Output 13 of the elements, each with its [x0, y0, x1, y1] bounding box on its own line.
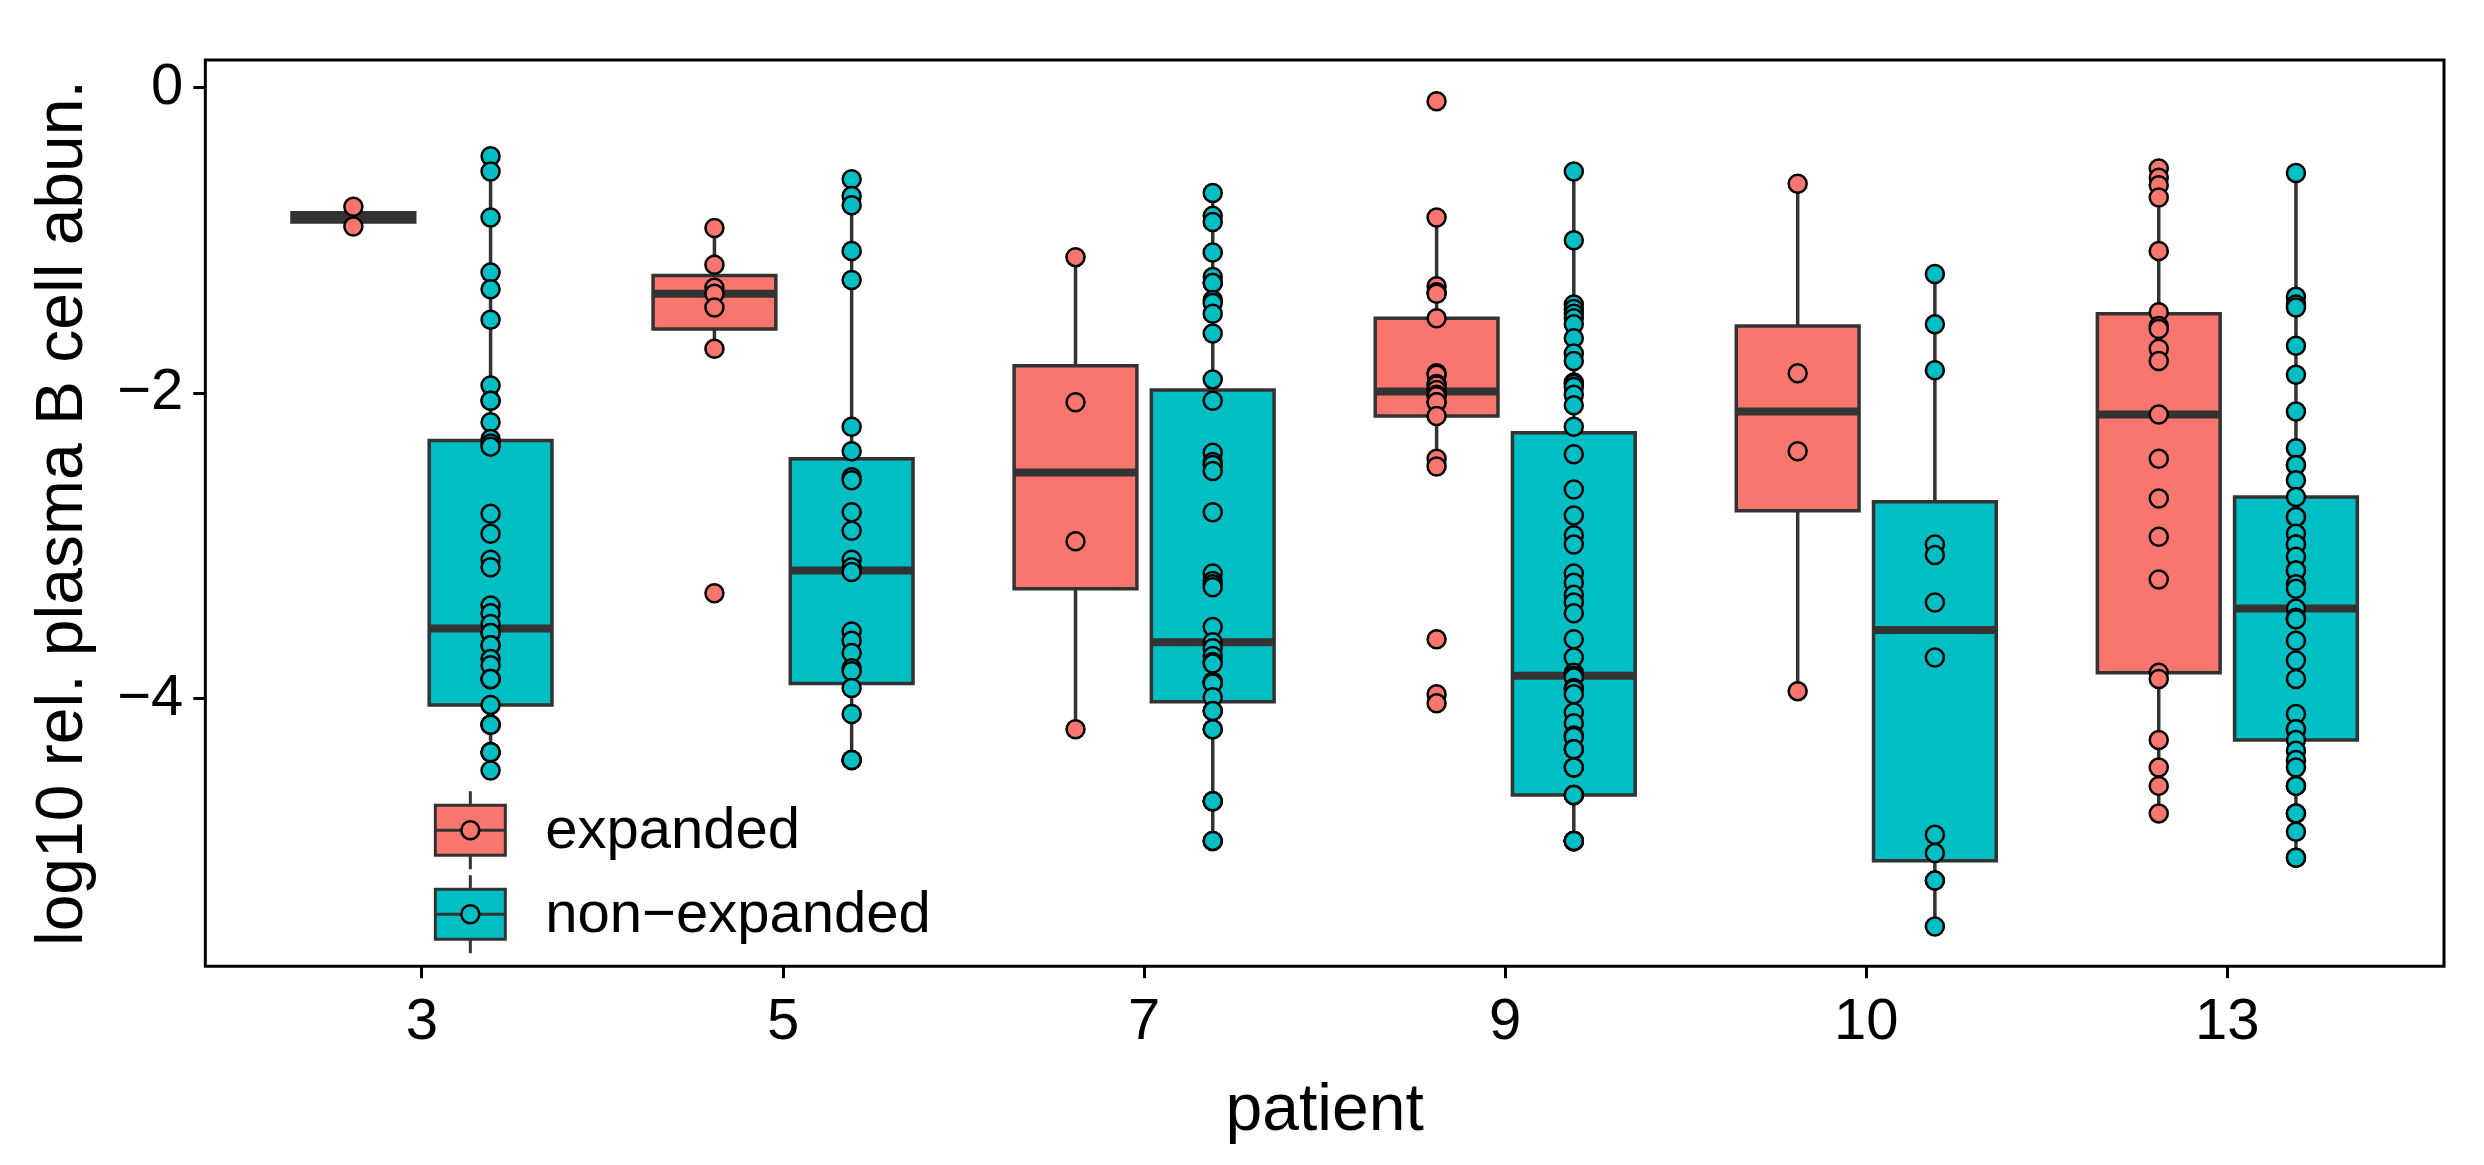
legend-label: expanded — [545, 795, 801, 861]
y-tick-label: −4 — [117, 661, 184, 727]
x-tick-label: 7 — [1127, 986, 1161, 1051]
x-tick-label: 5 — [766, 986, 800, 1051]
x-tick-label: 10 — [1834, 986, 1899, 1051]
y-axis-title: log10 rel. plasma B cell abun. — [21, 80, 96, 947]
x-axis-title: patient — [1225, 1069, 1424, 1144]
x-tick-label: 9 — [1489, 986, 1522, 1051]
x-tick-label: 3 — [405, 986, 439, 1051]
y-tick-label: −2 — [117, 356, 184, 422]
y-tick-label: 0 — [151, 50, 184, 116]
legend-label: non−expanded — [545, 879, 931, 945]
x-tick-label: 13 — [2195, 986, 2260, 1051]
